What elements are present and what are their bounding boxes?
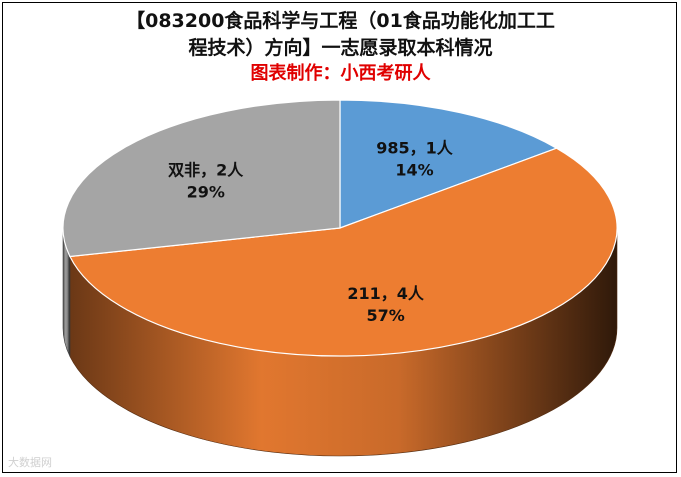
watermark-text: 大数据网 xyxy=(8,456,52,469)
slice-label-211: 211，4人 xyxy=(347,284,425,303)
chart-subtitle: 图表制作：小西考研人 xyxy=(250,63,431,84)
slice-label-双非: 双非，2人 xyxy=(168,161,244,180)
slice-label-985: 985，1人 xyxy=(376,138,454,157)
pie-slice-双非 xyxy=(62,99,341,258)
chart-title-line-1: 【083200食品科学与工程（01食品功能化加工工 xyxy=(126,10,555,32)
slice-percent-985: 14% xyxy=(395,160,433,179)
chart-title-block: 【083200食品科学与工程（01食品功能化加工工 程技术）方向】一志愿录取本科… xyxy=(0,8,681,86)
pie-slice-211 xyxy=(69,147,618,357)
pie-label-layer: 985，1人 14% 211，4人 57% 双非，2人 29% xyxy=(168,138,454,324)
pie-slice-985 xyxy=(339,99,558,229)
slice-percent-211: 57% xyxy=(367,306,405,325)
slice-percent-双非: 29% xyxy=(187,183,225,202)
chart-title-line-2: 程技术）方向】一志愿录取本科情况 xyxy=(188,37,493,59)
pie-top-layer xyxy=(62,99,618,357)
